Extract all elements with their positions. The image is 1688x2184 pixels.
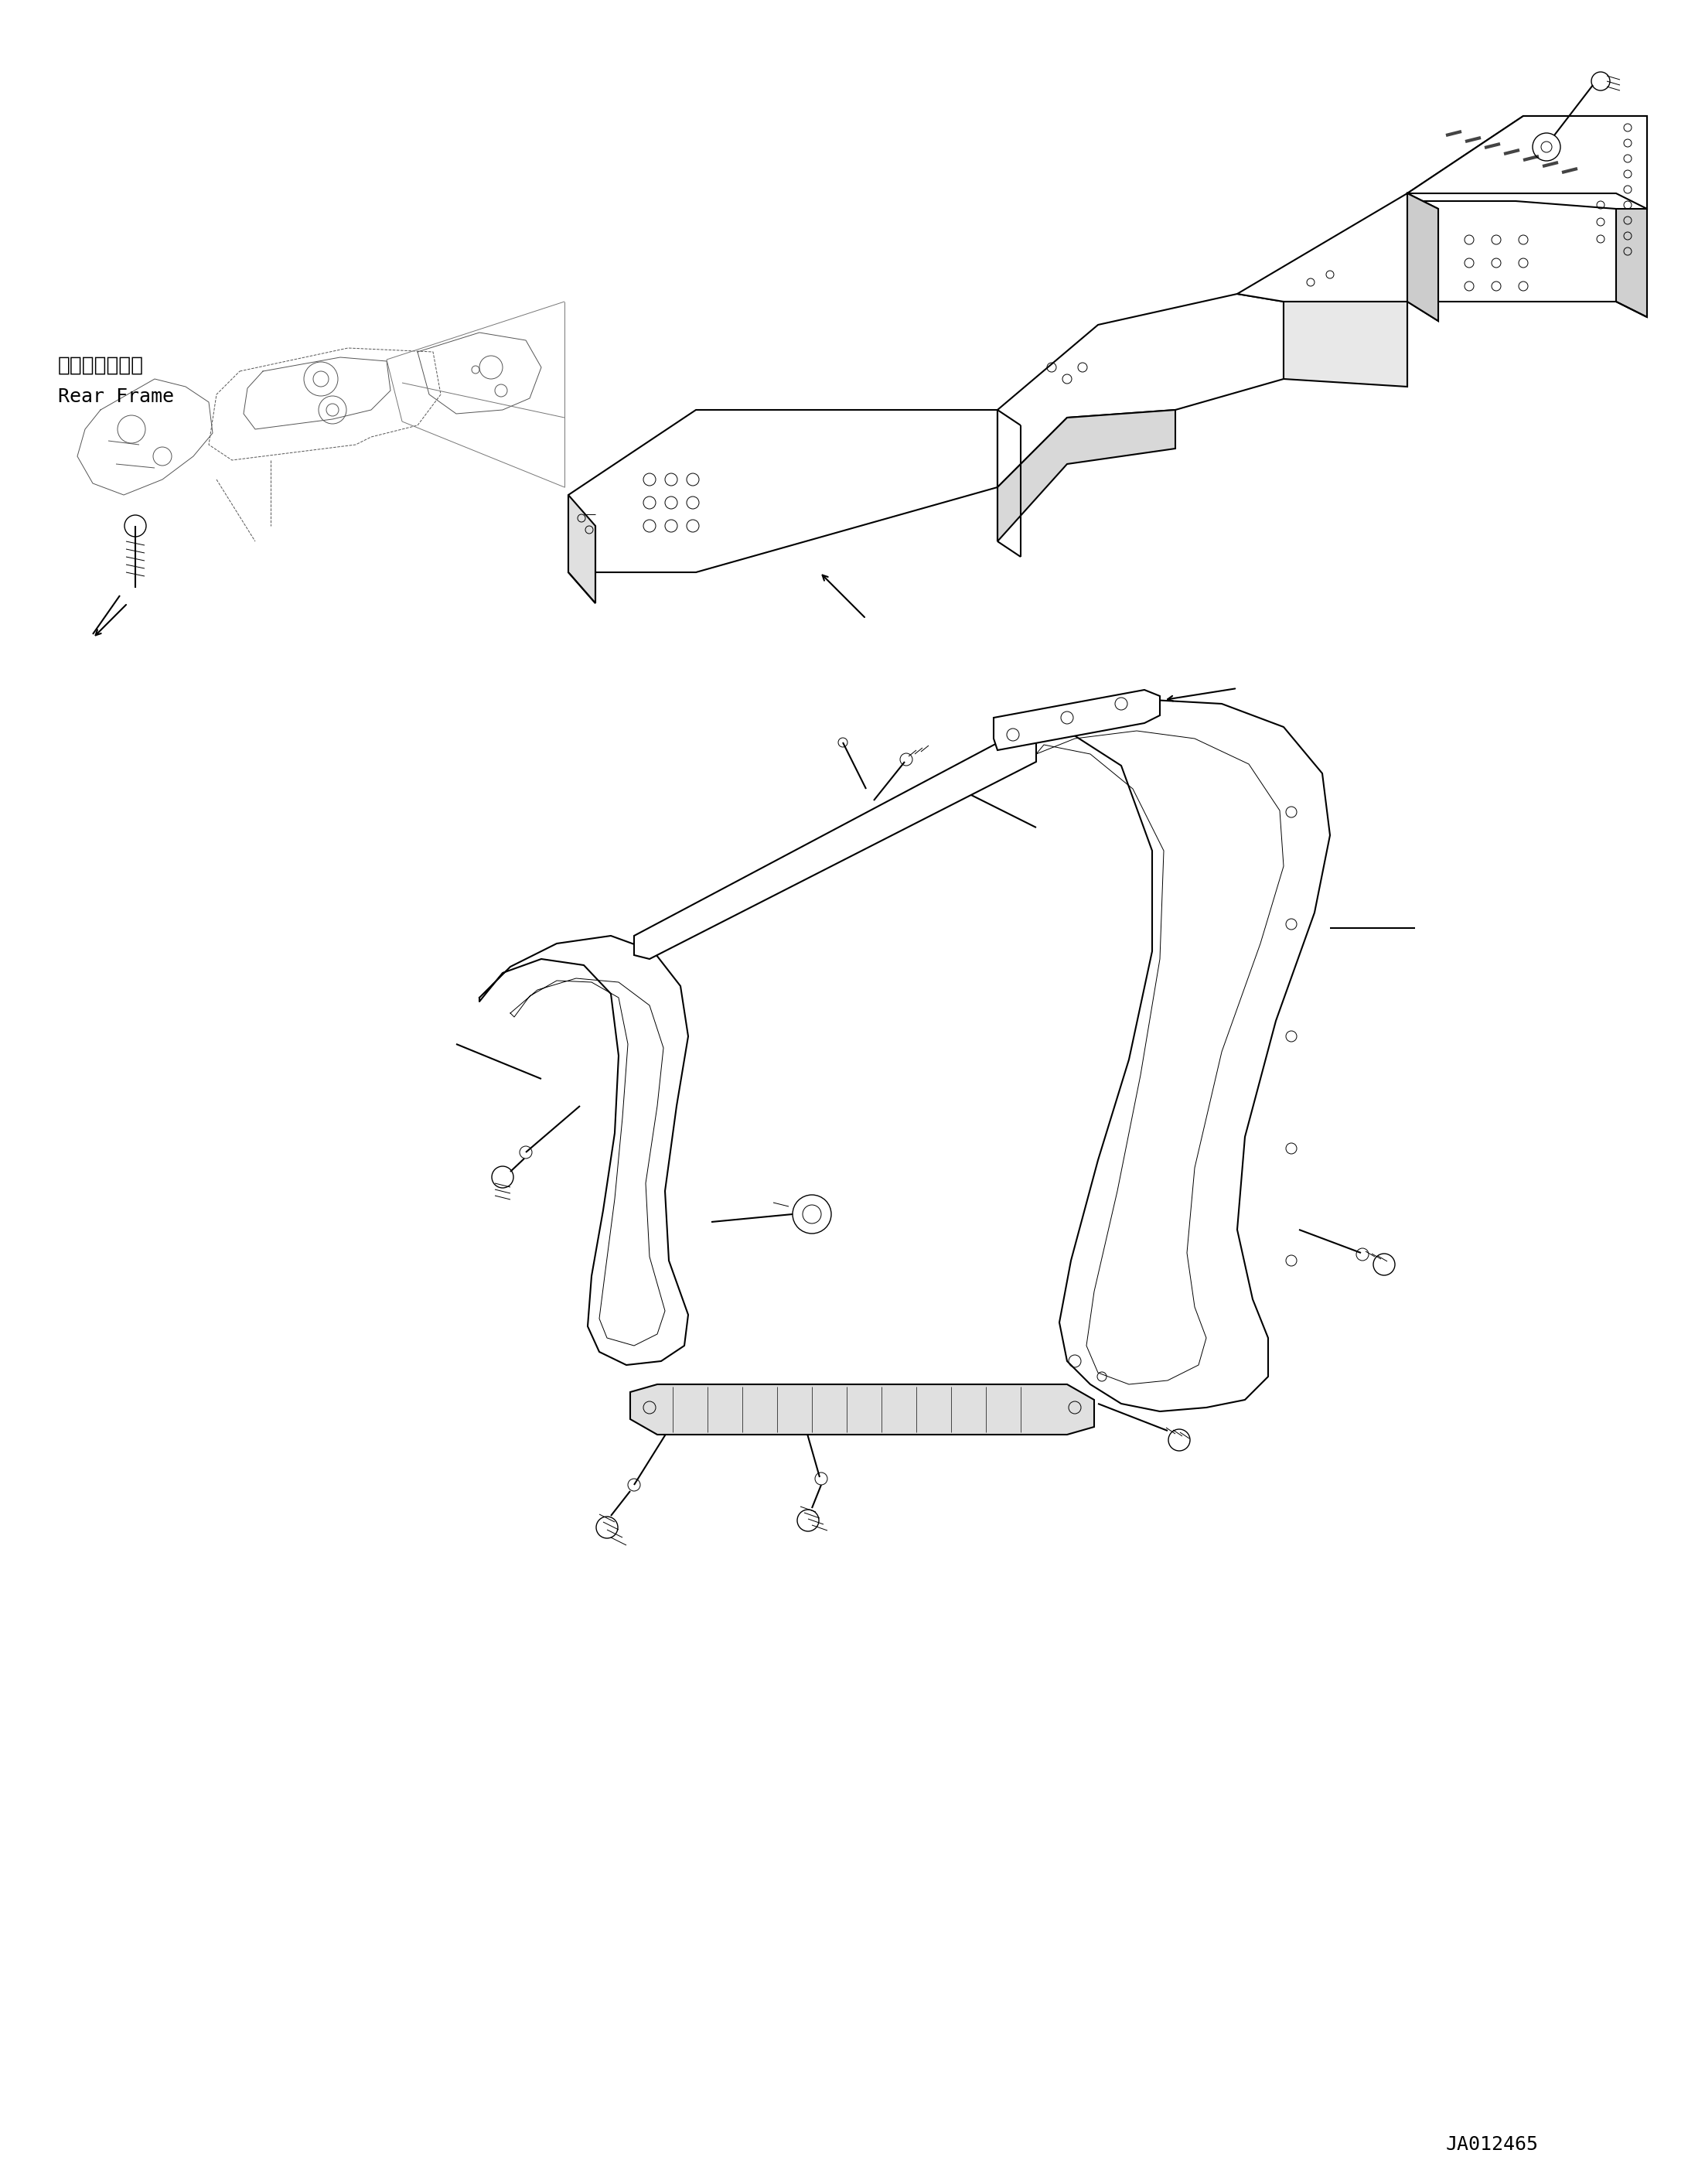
Polygon shape <box>1237 194 1615 301</box>
Text: リヤーフレーム: リヤーフレーム <box>57 356 143 376</box>
Polygon shape <box>998 295 1283 487</box>
Polygon shape <box>1408 194 1438 321</box>
Polygon shape <box>1408 116 1647 210</box>
Polygon shape <box>569 496 596 603</box>
Polygon shape <box>569 411 998 572</box>
Polygon shape <box>994 690 1160 749</box>
Text: JA012465: JA012465 <box>1447 2136 1539 2153</box>
Polygon shape <box>1615 194 1647 317</box>
Text: Rear Frame: Rear Frame <box>57 387 174 406</box>
Polygon shape <box>998 411 1175 542</box>
Polygon shape <box>630 1385 1094 1435</box>
Polygon shape <box>1408 194 1438 321</box>
Polygon shape <box>1408 116 1647 210</box>
Polygon shape <box>635 734 1036 959</box>
Polygon shape <box>1283 301 1408 387</box>
